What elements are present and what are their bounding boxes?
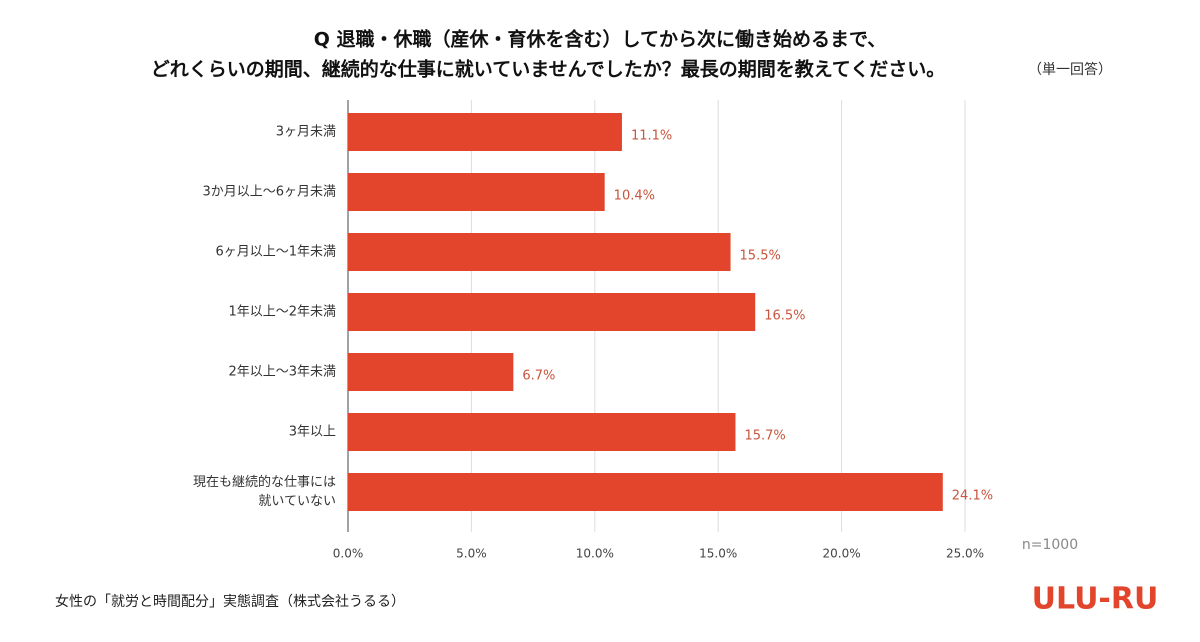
x-tick-label: 10.0% xyxy=(576,547,614,561)
bar xyxy=(348,173,605,211)
bar xyxy=(348,353,514,391)
chart-subtitle: （単一回答） xyxy=(1028,61,1112,78)
x-tick-label: 20.0% xyxy=(823,547,861,561)
x-tick-label: 5.0% xyxy=(456,547,487,561)
data-label: 16.5% xyxy=(764,309,805,324)
y-tick-label: 1年以上～2年未満 xyxy=(228,304,336,320)
y-tick-label: 現在も継続的な仕事には 就いていない xyxy=(192,475,336,509)
source: 女性の「就労と時間配分」実態調査（株式会社うるる） xyxy=(55,593,405,610)
data-label: 15.7% xyxy=(744,429,785,444)
data-label: 24.1% xyxy=(952,489,993,504)
x-tick-label: 25.0% xyxy=(946,547,984,561)
data-label: 10.4% xyxy=(614,189,655,204)
bar xyxy=(348,473,943,511)
x-tick-label: 15.0% xyxy=(699,547,737,561)
y-tick-label: 6ヶ月以上～1年未満 xyxy=(215,244,336,260)
note: n=1000 xyxy=(1022,537,1078,553)
x-tick-label: 0.0% xyxy=(333,547,364,561)
data-label: 15.5% xyxy=(740,249,781,264)
bar xyxy=(348,293,756,331)
data-label: 6.7% xyxy=(522,369,555,384)
logo: ULU-RU xyxy=(1032,582,1159,617)
chart-title: どれくらいの期間、継続的な仕事に就いていませんでしたか？最長の期間を教えてくださ… xyxy=(151,58,945,81)
data-label: 11.1% xyxy=(631,129,672,144)
chart-title: Q 退職・休職（産休・育休を含む）してから次に働き始めるまで、 xyxy=(314,28,886,51)
bar xyxy=(348,233,731,271)
y-tick-label: 3年以上 xyxy=(288,424,336,440)
y-tick-label: 3か月以上～6ヶ月未満 xyxy=(202,184,336,200)
bar xyxy=(348,413,736,451)
bar xyxy=(348,113,622,151)
y-tick-label: 2年以上～3年未満 xyxy=(228,364,336,380)
y-tick-label: 3ヶ月未満 xyxy=(275,124,336,140)
